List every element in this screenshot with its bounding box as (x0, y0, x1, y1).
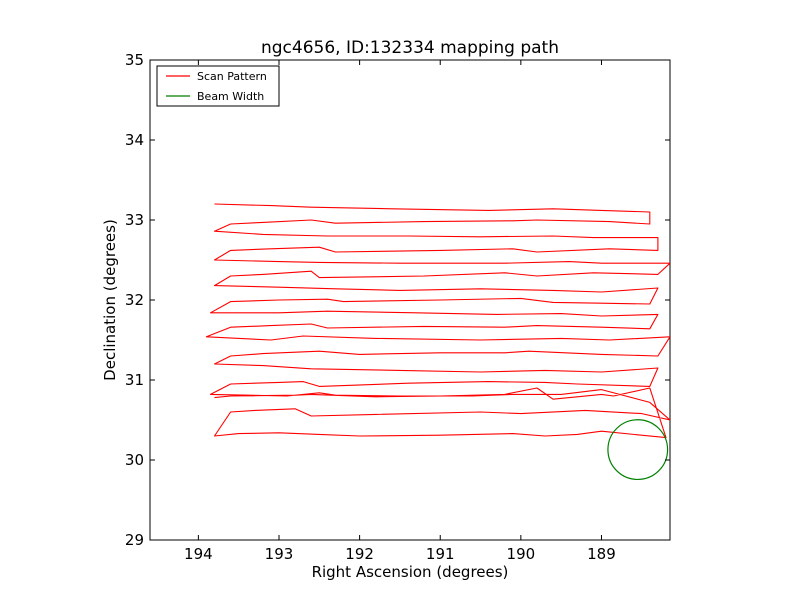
x-tick-label: 193 (265, 545, 294, 563)
x-tick-label: 192 (345, 545, 374, 563)
y-tick-label: 33 (125, 211, 144, 229)
beam-width-circle (607, 419, 669, 481)
x-axis-label: Right Ascension (degrees) (312, 563, 509, 581)
data-marks (205, 203, 670, 481)
plot-area: 194 193 192 191 190 189 29 30 31 32 33 34 35 (125, 51, 671, 563)
axis-ticks: 194 193 192 191 190 189 29 30 31 32 33 34 35 (125, 51, 670, 563)
y-axis-label: Declination (degrees) (101, 219, 119, 381)
y-tick-label: 32 (125, 291, 144, 309)
y-tick-label: 30 (125, 451, 144, 469)
legend-box (156, 65, 280, 107)
y-tick-label: 31 (125, 371, 144, 389)
x-tick-label: 190 (507, 545, 536, 563)
y-tick-label: 29 (125, 531, 144, 549)
x-tick-label: 189 (587, 545, 616, 563)
x-tick-label: 194 (184, 545, 213, 563)
y-tick-label: 35 (125, 51, 144, 69)
scan-pattern-line (205, 203, 670, 439)
legend: Scan Pattern Beam Width (156, 65, 280, 107)
legend-label-scan-pattern: Scan Pattern (197, 70, 267, 83)
legend-label-beam-width: Beam Width (197, 90, 264, 103)
y-tick-label: 34 (125, 131, 144, 149)
x-tick-label: 191 (426, 545, 455, 563)
chart-title: ngc4656, ID:132334 mapping path (261, 38, 559, 58)
